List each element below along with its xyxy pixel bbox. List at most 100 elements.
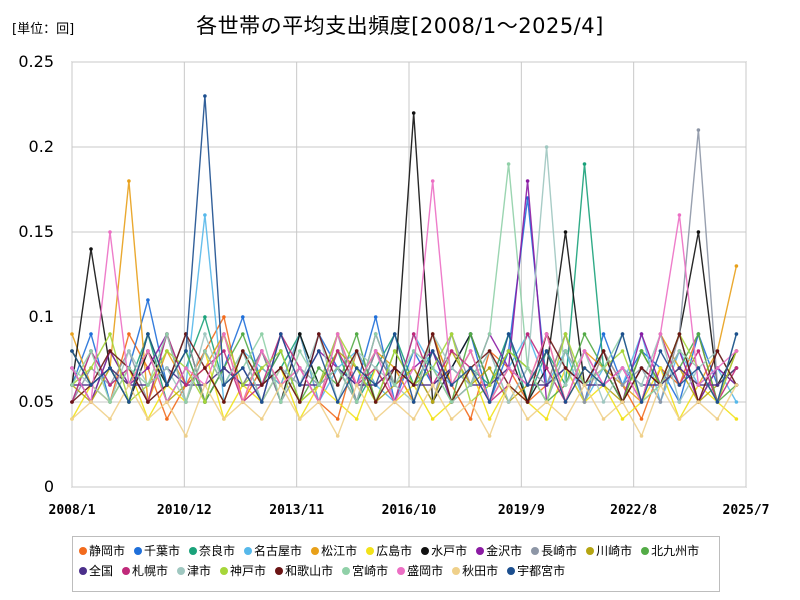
data-point bbox=[354, 366, 359, 370]
legend-label: 名古屋市 bbox=[254, 544, 303, 558]
data-point bbox=[260, 400, 264, 404]
legend-marker-icon bbox=[531, 547, 540, 555]
data-point bbox=[715, 349, 720, 353]
data-point bbox=[734, 400, 739, 404]
data-point bbox=[544, 366, 549, 370]
data-point bbox=[70, 332, 74, 336]
data-point bbox=[184, 383, 188, 387]
data-point bbox=[146, 417, 150, 421]
data-point bbox=[468, 417, 473, 421]
data-point bbox=[715, 366, 720, 370]
legend-marker-icon bbox=[452, 567, 461, 575]
data-point bbox=[335, 383, 340, 387]
data-point bbox=[563, 417, 568, 421]
data-point bbox=[677, 349, 682, 353]
data-point bbox=[620, 383, 625, 387]
data-point bbox=[601, 417, 606, 421]
data-point bbox=[70, 383, 74, 387]
data-point bbox=[108, 230, 112, 234]
legend-marker-icon bbox=[397, 567, 406, 575]
data-point bbox=[279, 332, 283, 336]
data-point bbox=[108, 366, 112, 370]
data-point bbox=[449, 400, 454, 404]
legend-label: 盛岡市 bbox=[407, 564, 444, 578]
data-point bbox=[222, 417, 226, 421]
data-point bbox=[298, 349, 302, 353]
data-point bbox=[127, 332, 131, 336]
legend-entry: 北九州市 bbox=[641, 541, 699, 561]
data-point bbox=[620, 400, 625, 404]
legend-label: 宮崎市 bbox=[352, 564, 389, 578]
data-point bbox=[108, 332, 112, 336]
legend-marker-icon bbox=[641, 547, 650, 555]
data-point bbox=[696, 383, 701, 387]
data-point bbox=[89, 332, 93, 336]
legend-marker-icon bbox=[177, 567, 186, 575]
data-point bbox=[392, 400, 397, 404]
data-point bbox=[89, 383, 93, 387]
data-point bbox=[373, 349, 378, 353]
data-point bbox=[184, 400, 188, 404]
data-point bbox=[241, 383, 245, 387]
data-point bbox=[715, 383, 720, 387]
data-point bbox=[222, 349, 226, 353]
data-point bbox=[468, 400, 473, 404]
legend-label: 秋田市 bbox=[462, 564, 499, 578]
data-point bbox=[487, 434, 492, 438]
x-tick-label: 2008/1 bbox=[49, 503, 96, 518]
data-point bbox=[146, 349, 150, 353]
data-point bbox=[203, 349, 207, 353]
data-point bbox=[373, 332, 378, 336]
legend-marker-icon bbox=[586, 547, 595, 555]
series-秋田市 bbox=[70, 383, 739, 438]
data-point bbox=[620, 332, 625, 336]
legend-entry: 水戸市 bbox=[421, 541, 467, 561]
data-point bbox=[108, 417, 112, 421]
data-point bbox=[430, 417, 435, 421]
chart-title: 各世帯の平均支出頻度[2008/1～2025/4] bbox=[196, 14, 604, 38]
data-point bbox=[241, 400, 245, 404]
data-point bbox=[70, 400, 74, 404]
data-point bbox=[279, 366, 283, 370]
data-point bbox=[411, 383, 416, 387]
data-point bbox=[506, 332, 511, 336]
data-point bbox=[317, 332, 321, 336]
data-point bbox=[582, 366, 587, 370]
legend-marker-icon bbox=[476, 547, 485, 555]
legend-marker-icon bbox=[311, 547, 320, 555]
legend-label: 広島市 bbox=[376, 544, 413, 558]
data-point bbox=[127, 349, 131, 353]
y-tick-label: 0.1 bbox=[29, 307, 54, 326]
data-point bbox=[184, 349, 188, 353]
data-point bbox=[70, 349, 74, 353]
legend-entry: 和歌山市 bbox=[275, 561, 333, 581]
legend-marker-icon bbox=[79, 567, 87, 575]
data-point bbox=[203, 366, 207, 370]
legend-entry: 金沢市 bbox=[476, 541, 522, 561]
legend-entry: 奈良市 bbox=[189, 541, 235, 561]
data-point bbox=[146, 332, 150, 336]
data-point bbox=[165, 400, 169, 404]
data-point bbox=[449, 332, 454, 336]
data-point bbox=[298, 400, 302, 404]
data-point bbox=[165, 349, 169, 353]
x-tick-label: 2025/7 bbox=[723, 503, 770, 518]
data-point bbox=[677, 400, 682, 404]
data-point bbox=[677, 366, 682, 370]
legend-marker-icon bbox=[220, 567, 229, 575]
data-point bbox=[468, 366, 473, 370]
data-point bbox=[335, 366, 340, 370]
x-tick-label: 2016/10 bbox=[382, 503, 437, 518]
data-point bbox=[639, 383, 644, 387]
data-point bbox=[354, 417, 359, 421]
data-point bbox=[525, 179, 530, 183]
data-point bbox=[373, 417, 378, 421]
data-point bbox=[601, 400, 606, 404]
legend-label: 奈良市 bbox=[199, 544, 236, 558]
data-point bbox=[430, 400, 435, 404]
data-point bbox=[146, 366, 150, 370]
data-point bbox=[449, 417, 454, 421]
data-point bbox=[696, 230, 701, 234]
data-point bbox=[544, 332, 549, 336]
data-point bbox=[260, 417, 264, 421]
